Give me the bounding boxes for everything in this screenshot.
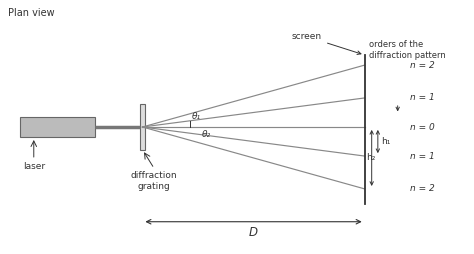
Text: h₂: h₂: [366, 153, 375, 163]
Text: θ₂: θ₂: [201, 130, 210, 139]
Text: D: D: [249, 226, 258, 239]
Text: diffraction
grating: diffraction grating: [131, 171, 178, 190]
Bar: [140, 104, 145, 150]
Text: screen: screen: [292, 32, 361, 54]
Text: orders of the
diffraction pattern: orders of the diffraction pattern: [369, 40, 446, 60]
Text: n = 1: n = 1: [410, 93, 434, 102]
Text: n = 2: n = 2: [410, 61, 434, 70]
Text: n = 2: n = 2: [410, 184, 434, 193]
Text: θ₁: θ₁: [192, 113, 201, 121]
Text: n = 1: n = 1: [410, 152, 434, 161]
Text: h₁: h₁: [381, 137, 391, 146]
Text: n = 0: n = 0: [410, 122, 434, 132]
Text: laser: laser: [23, 162, 45, 171]
Bar: [19, 117, 95, 137]
Text: Plan view: Plan view: [8, 8, 55, 18]
